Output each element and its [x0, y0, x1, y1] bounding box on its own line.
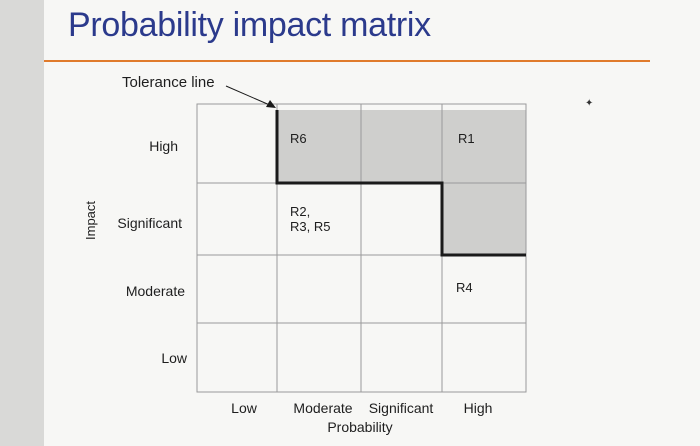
- probability-level-significant: Significant: [368, 400, 434, 416]
- cell-high-moderate-shade: [277, 110, 361, 183]
- cell-significant-high-shade: [442, 183, 526, 255]
- impact-level-low: Low: [161, 350, 187, 366]
- impact-level-significant: Significant: [117, 215, 182, 231]
- impact-level-moderate: Moderate: [125, 283, 185, 299]
- probability-level-moderate: Moderate: [293, 400, 353, 416]
- probability-axis-title: Probability: [327, 419, 393, 435]
- mouse-cursor-icon: ✦: [585, 98, 594, 109]
- tolerance-pointer: [225, 85, 273, 107]
- cell-label-r6: R6: [290, 131, 307, 146]
- cell-label-r1: R1: [458, 131, 475, 146]
- tolerance-line: [275, 110, 526, 257]
- page-title: Probability impact matrix: [68, 6, 431, 44]
- probability-level-low: Low: [231, 400, 257, 416]
- title-divider: [44, 60, 650, 62]
- impact-axis-title: Impact: [83, 200, 98, 240]
- cell-label-r2: R2,: [290, 204, 311, 219]
- slide-background: [44, 0, 700, 446]
- probability-level-high: High: [463, 400, 493, 416]
- cell-high-high-shade: [442, 110, 526, 183]
- cell-label-r3-r5: R3, R5: [290, 219, 331, 234]
- cell-high-significant-shade: [361, 110, 442, 183]
- impact-level-high: High: [149, 138, 178, 154]
- tolerance-line-label: Tolerance line: [122, 74, 215, 91]
- tolerance-arrowhead: [266, 100, 276, 108]
- cell-label-r4: R4: [456, 280, 473, 295]
